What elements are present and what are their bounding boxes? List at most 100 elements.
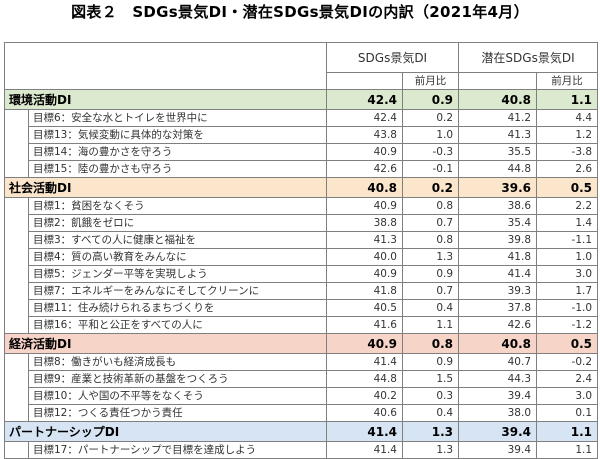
goal-sdgs-value: 40.9 [326,265,403,283]
indent-cell [4,282,29,300]
category-sdgs-value: 40.8 [326,177,403,198]
indent-cell [4,160,29,178]
category-label: 社会活動DI [4,177,327,198]
goal-latent-mom: -1.2 [536,316,599,334]
goal-latent-mom: 1.4 [536,214,599,232]
goal-sdgs-value: 40.9 [326,143,403,161]
goal-sdgs-mom: 0.8 [401,231,460,249]
goal-sdgs-mom: 1.3 [401,441,460,459]
goal-label: 目標3：すべての人に健康と福祉を [28,231,327,249]
indent-cell [4,316,29,334]
indent-cell [4,353,29,371]
goal-sdgs-mom: 1.0 [401,126,460,144]
goal-latent-mom: -1.1 [536,231,599,249]
header-blank [4,42,327,90]
goal-label: 目標11：住み続けられるまちづくりを [28,299,327,317]
category-sdgs-mom: 1.3 [401,421,460,442]
goal-sdgs-value: 40.5 [326,299,403,317]
goal-latent-value: 41.4 [458,265,538,283]
goal-sdgs-mom: 1.5 [401,370,460,388]
goal-label: 目標6：安全な水とトイレを世界中に [28,109,327,127]
indent-cell [4,143,29,161]
goal-sdgs-mom: 0.7 [401,282,460,300]
goal-latent-mom: 4.4 [536,109,599,127]
category-latent-value: 39.6 [458,177,538,198]
goal-sdgs-value: 41.6 [326,316,403,334]
goal-row: 目標6：安全な水とトイレを世界中に 42.4 0.2 41.2 4.4 [4,109,599,127]
goal-sdgs-value: 42.6 [326,160,403,178]
category-latent-mom: 1.1 [536,89,599,110]
goal-label: 目標7：エネルギーをみんなにそしてクリーンに [28,282,327,300]
goal-row: 目標7：エネルギーをみんなにそしてクリーンに 41.8 0.7 39.3 1.7 [4,282,599,300]
goal-row: 目標10：人や国の不平等をなくそう 40.2 0.3 39.4 3.0 [4,387,599,405]
goal-sdgs-value: 41.4 [326,441,403,459]
category-latent-mom: 0.5 [536,177,599,198]
goal-row: 目標12：つくる責任つかう責任 40.6 0.4 38.0 0.1 [4,404,599,422]
goal-row: 目標9：産業と技術革新の基盤をつくろう 44.8 1.5 44.3 2.4 [4,370,599,388]
goal-sdgs-value: 42.4 [326,109,403,127]
goal-latent-value: 35.5 [458,143,538,161]
indent-cell [4,126,29,144]
indent-cell [4,109,29,127]
goal-row: 目標2：飢餓をゼロに 38.8 0.7 35.4 1.4 [4,214,599,232]
di-breakdown-table: SDGs景気DI 潜在SDGs景気DI 前月比 前月比 環境活動DI 42.4 0.… [4,42,599,459]
goal-latent-mom: 2.4 [536,370,599,388]
figure-title: 図表２ SDGs景気DI・潜在SDGs景気DIの内訳（2021年4月） [71,3,529,21]
goal-sdgs-mom: 0.9 [401,353,460,371]
goal-sdgs-mom: 0.4 [401,299,460,317]
goal-latent-mom: 0.1 [536,404,599,422]
category-sdgs-value: 42.4 [326,89,403,110]
category-label: 環境活動DI [4,89,327,110]
subheader-latent-mom: 前月比 [536,72,599,90]
goal-label: 目標5：ジェンダー平等を実現しよう [28,265,327,283]
goal-latent-mom: 2.2 [536,197,599,215]
goal-latent-value: 39.4 [458,441,538,459]
goal-sdgs-value: 40.2 [326,387,403,405]
indent-cell [4,299,29,317]
header-row: SDGs景気DI 潜在SDGs景気DI [4,42,599,90]
goal-latent-value: 39.4 [458,387,538,405]
goal-label: 目標4：質の高い教育をみんなに [28,248,327,266]
goal-latent-value: 39.8 [458,231,538,249]
category-sdgs-mom: 0.8 [401,333,460,354]
category-sdgs-value: 40.9 [326,333,403,354]
indent-cell [4,197,29,215]
goal-label: 目標13：気候変動に具体的な対策を [28,126,327,144]
indent-cell [4,231,29,249]
indent-cell [4,265,29,283]
indent-cell [4,370,29,388]
goal-sdgs-value: 40.9 [326,197,403,215]
header-sdgs-di: SDGs景気DI [325,42,460,73]
indent-cell [4,404,29,422]
indent-cell [4,248,29,266]
goal-latent-mom: 1.1 [536,441,599,459]
category-sdgs-value: 41.4 [326,421,403,442]
goal-row: 目標1：貧困をなくそう 40.9 0.8 38.6 2.2 [4,197,599,215]
goal-latent-value: 42.6 [458,316,538,334]
goal-label: 目標8：働きがいも経済成長も [28,353,327,371]
goal-sdgs-mom: 0.2 [401,109,460,127]
goal-row: 目標3：すべての人に健康と福祉を 41.3 0.8 39.8 -1.1 [4,231,599,249]
goal-sdgs-value: 38.8 [326,214,403,232]
indent-cell [4,387,29,405]
goal-sdgs-mom: 0.7 [401,214,460,232]
subheader-sdgs-blank [326,72,403,90]
subheader-sdgs-mom: 前月比 [401,72,460,90]
goal-latent-value: 40.7 [458,353,538,371]
goal-row: 目標15：陸の豊かさも守ろう 42.6 -0.1 44.8 2.6 [4,160,599,178]
goal-latent-mom: 1.0 [536,248,599,266]
category-latent-value: 40.8 [458,333,538,354]
goal-sdgs-mom: 1.3 [401,248,460,266]
goal-row: 目標14：海の豊かさを守ろう 40.9 -0.3 35.5 -3.8 [4,143,599,161]
category-label: パートナーシップDI [4,421,327,442]
goal-sdgs-mom: -0.3 [401,143,460,161]
goal-sdgs-value: 43.8 [326,126,403,144]
goal-latent-value: 39.3 [458,282,538,300]
goal-sdgs-value: 41.3 [326,231,403,249]
goal-label: 目標14：海の豊かさを守ろう [28,143,327,161]
goal-sdgs-value: 41.8 [326,282,403,300]
goal-label: 目標1：貧困をなくそう [28,197,327,215]
goal-sdgs-value: 40.0 [326,248,403,266]
goal-sdgs-mom: 0.3 [401,387,460,405]
